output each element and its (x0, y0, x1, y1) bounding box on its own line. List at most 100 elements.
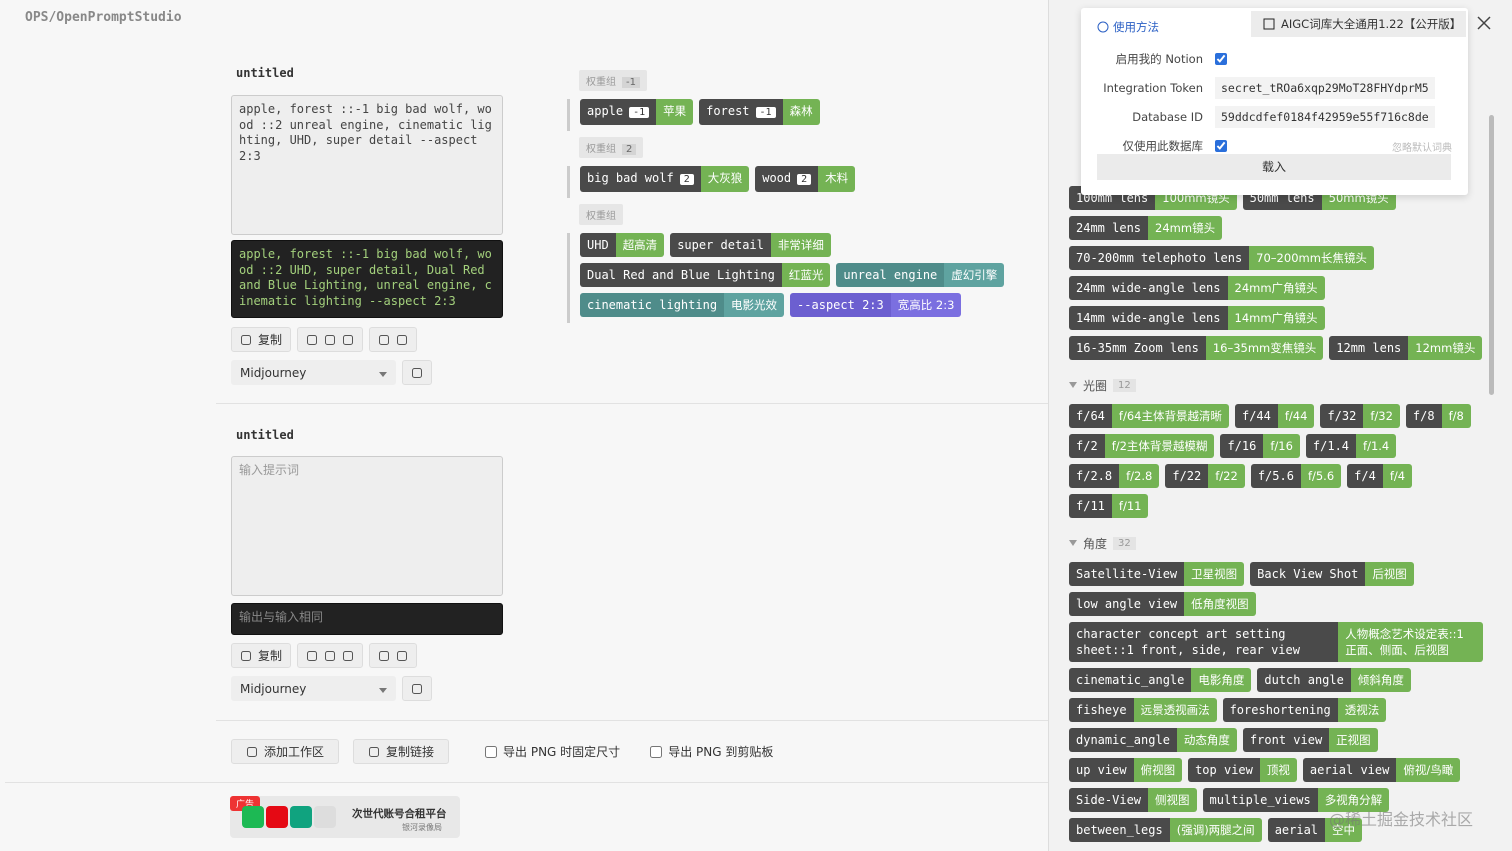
dict-tag[interactable]: f/2 f/2主体背景越模糊 (1069, 434, 1215, 458)
dict-tag[interactable]: f/1.4 f/1.4 (1305, 434, 1397, 458)
model-select[interactable]: Midjourney (231, 676, 396, 701)
tag-en-text: apple (587, 104, 624, 118)
section-header[interactable]: 角度 32 (1069, 534, 1489, 552)
image-buttons[interactable] (369, 643, 418, 668)
dict-tag[interactable]: Satellite-View 卫星视图 (1069, 562, 1245, 586)
dict-tag[interactable]: dynamic_angle 动态角度 (1069, 728, 1237, 752)
prompt-tag[interactable]: big bad wolf 2 大灰狼 (580, 166, 750, 192)
export-option[interactable]: 导出 PNG 时固定尺寸 (485, 743, 620, 760)
tag-en: 70-200mm telephoto lens (1069, 246, 1250, 270)
dict-tag[interactable]: f/16 f/16 (1220, 434, 1300, 458)
dict-tag[interactable]: dutch angle 倾斜角度 (1257, 668, 1411, 692)
prompt-tag[interactable]: super detail 非常详细 (670, 233, 831, 257)
dict-tag[interactable]: f/32 f/32 (1320, 404, 1400, 428)
field-value[interactable]: 59ddcdfef0184f42959e55f716c8de (1215, 106, 1435, 128)
dict-tag[interactable]: low angle view 低角度视图 (1069, 592, 1256, 616)
tag-zh: 苹果 (656, 99, 694, 125)
dict-tag[interactable]: f/22 f/22 (1165, 464, 1245, 488)
export-option[interactable]: 导出 PNG 到剪贴板 (650, 743, 773, 760)
field-value[interactable]: secret_tROa6xqp29MoT28FHYdprM5 (1215, 77, 1435, 99)
close-button[interactable] (1473, 12, 1495, 38)
dict-tag[interactable]: fisheye 远景透视画法 (1069, 698, 1217, 722)
copy-label: 复制 (258, 649, 283, 663)
checkbox[interactable] (1215, 53, 1227, 65)
group-label: 权重组 -1 (579, 70, 647, 91)
dict-tag[interactable]: f/44 f/44 (1234, 404, 1315, 428)
image-buttons[interactable] (369, 327, 418, 352)
tag-en: Side-View (1069, 788, 1149, 812)
dict-tag[interactable]: character concept art setting sheet::1 f… (1069, 622, 1483, 662)
dict-tag[interactable]: Side-View 侧视图 (1069, 788, 1197, 812)
group-name: 权重组 (586, 77, 616, 88)
dict-tag[interactable]: 70-200mm telephoto lens 70–200mm长焦镜头 (1069, 246, 1374, 270)
dict-tag[interactable]: f/4 f/4 (1347, 464, 1413, 488)
tool-buttons[interactable] (297, 327, 364, 352)
divider (216, 720, 1048, 721)
dict-tag[interactable]: aerial view 俯视/鸟瞰 (1302, 758, 1461, 782)
prompt-tag[interactable]: forest -1 森林 (699, 99, 820, 125)
tag-zh: 动态角度 (1176, 728, 1237, 752)
dictionary: 100mm lens 100mm镜头 50mm lens 50mm镜头 24mm len… (1069, 186, 1489, 848)
tag-en: f/44 (1234, 404, 1278, 428)
prompt-tag[interactable]: Dual Red and Blue Lighting 红蓝光 (580, 263, 831, 287)
prompt-tag[interactable]: UHD 超高清 (580, 233, 665, 257)
tag-zh: (强调)两腿之间 (1169, 818, 1262, 842)
dict-tag[interactable]: 12mm lens 12mm镜头 (1329, 336, 1483, 360)
section-header[interactable]: 光圈 12 (1069, 376, 1489, 394)
model-select[interactable]: Midjourney (231, 360, 396, 385)
tag-en: cinematic lighting (580, 293, 725, 317)
dict-tag[interactable]: f/64 f/64主体背景越清晰 (1069, 404, 1229, 428)
prompt-tag[interactable]: cinematic lighting 电影光效 (580, 293, 785, 317)
delete-button[interactable] (402, 676, 432, 701)
dict-tag[interactable]: f/2.8 f/2.8 (1069, 464, 1160, 488)
dict-tag[interactable]: Back View Shot 后视图 (1250, 562, 1414, 586)
dict-tag[interactable]: 14mm wide-angle lens 14mm广角镜头 (1069, 306, 1325, 330)
tag-en: super detail (670, 233, 771, 257)
copy-button[interactable]: 复制 (231, 327, 292, 352)
checkbox[interactable] (1215, 140, 1227, 152)
dict-tag[interactable]: multiple_views 多视角分解 (1202, 788, 1390, 812)
dict-tag[interactable]: up view 俯视图 (1069, 758, 1183, 782)
prompt-input[interactable]: 输入提示词 (231, 456, 503, 596)
prompt-tag[interactable]: wood 2 木料 (755, 166, 856, 192)
watermark: @稀土掘金技术社区 (1329, 810, 1474, 829)
checkbox[interactable] (650, 745, 663, 758)
help-link[interactable]: 使用方法 (1097, 19, 1159, 35)
ad-banner[interactable]: 广告 次世代账号合租平台 银河录像局 (230, 796, 460, 838)
tag-zh: 倾斜角度 (1350, 668, 1411, 692)
prompt-tag[interactable]: --aspect 2:3 宽高比 2:3 (790, 293, 962, 317)
checkbox[interactable] (485, 745, 498, 758)
delete-button[interactable] (402, 360, 432, 385)
tag-zh: 俯视/鸟瞰 (1396, 758, 1461, 782)
toolbar-button[interactable]: 复制链接 (353, 739, 450, 764)
dict-tag[interactable]: foreshortening 透视法 (1222, 698, 1387, 722)
field-row: Database ID 59ddcdfef0184f42959e55f716c8d… (1081, 104, 1468, 130)
dict-tag[interactable]: f/11 f/11 (1069, 494, 1149, 518)
dict-tag[interactable]: 24mm lens 24mm镜头 (1069, 216, 1223, 240)
tag-en: top view (1188, 758, 1260, 782)
tool-buttons[interactable] (297, 643, 364, 668)
prompt-input[interactable]: apple, forest ::-1 big bad wolf, wood ::… (231, 95, 503, 235)
dict-tag[interactable]: f/5.6 f/5.6 (1250, 464, 1342, 488)
dict-tag[interactable]: f/8 f/8 (1405, 404, 1471, 428)
copy-button[interactable]: 复制 (231, 643, 292, 668)
toolbar-button[interactable]: 添加工作区 (231, 739, 340, 764)
tag-en: f/16 (1220, 434, 1264, 458)
dict-tag[interactable]: aerial 空中 (1267, 818, 1363, 842)
dict-tab[interactable]: AIGC词库大全通用1.22【公开版】 (1251, 11, 1466, 37)
dict-tag[interactable]: between_legs (强调)两腿之间 (1069, 818, 1262, 842)
field-label: 仅使用此数据库 (1122, 139, 1204, 153)
prompt-tag[interactable]: apple -1 苹果 (580, 99, 694, 125)
dict-tag[interactable]: 16-35mm Zoom lens 16–35mm变焦镜头 (1069, 336, 1324, 360)
dict-tag[interactable]: top view 顶视 (1188, 758, 1297, 782)
dict-tag[interactable]: cinematic_angle 电影角度 (1069, 668, 1252, 692)
tag-en: f/11 (1069, 494, 1112, 518)
dict-tag[interactable]: 24mm wide-angle lens 24mm广角镜头 (1069, 276, 1325, 300)
field-label: Database ID (1132, 110, 1203, 124)
copy-label: 复制 (258, 333, 283, 347)
tag-area: 权重组 -1 apple -1 苹果 forest -1 森林 权重组 2 big bad wolf… (567, 70, 1087, 329)
dict-tag[interactable]: front view 正视图 (1242, 728, 1378, 752)
load-button[interactable]: 载入 (1097, 154, 1451, 180)
brand[interactable]: OPS/OpenPromptStudio (25, 10, 182, 25)
prompt-tag[interactable]: unreal engine 虚幻引擎 (836, 263, 1005, 287)
